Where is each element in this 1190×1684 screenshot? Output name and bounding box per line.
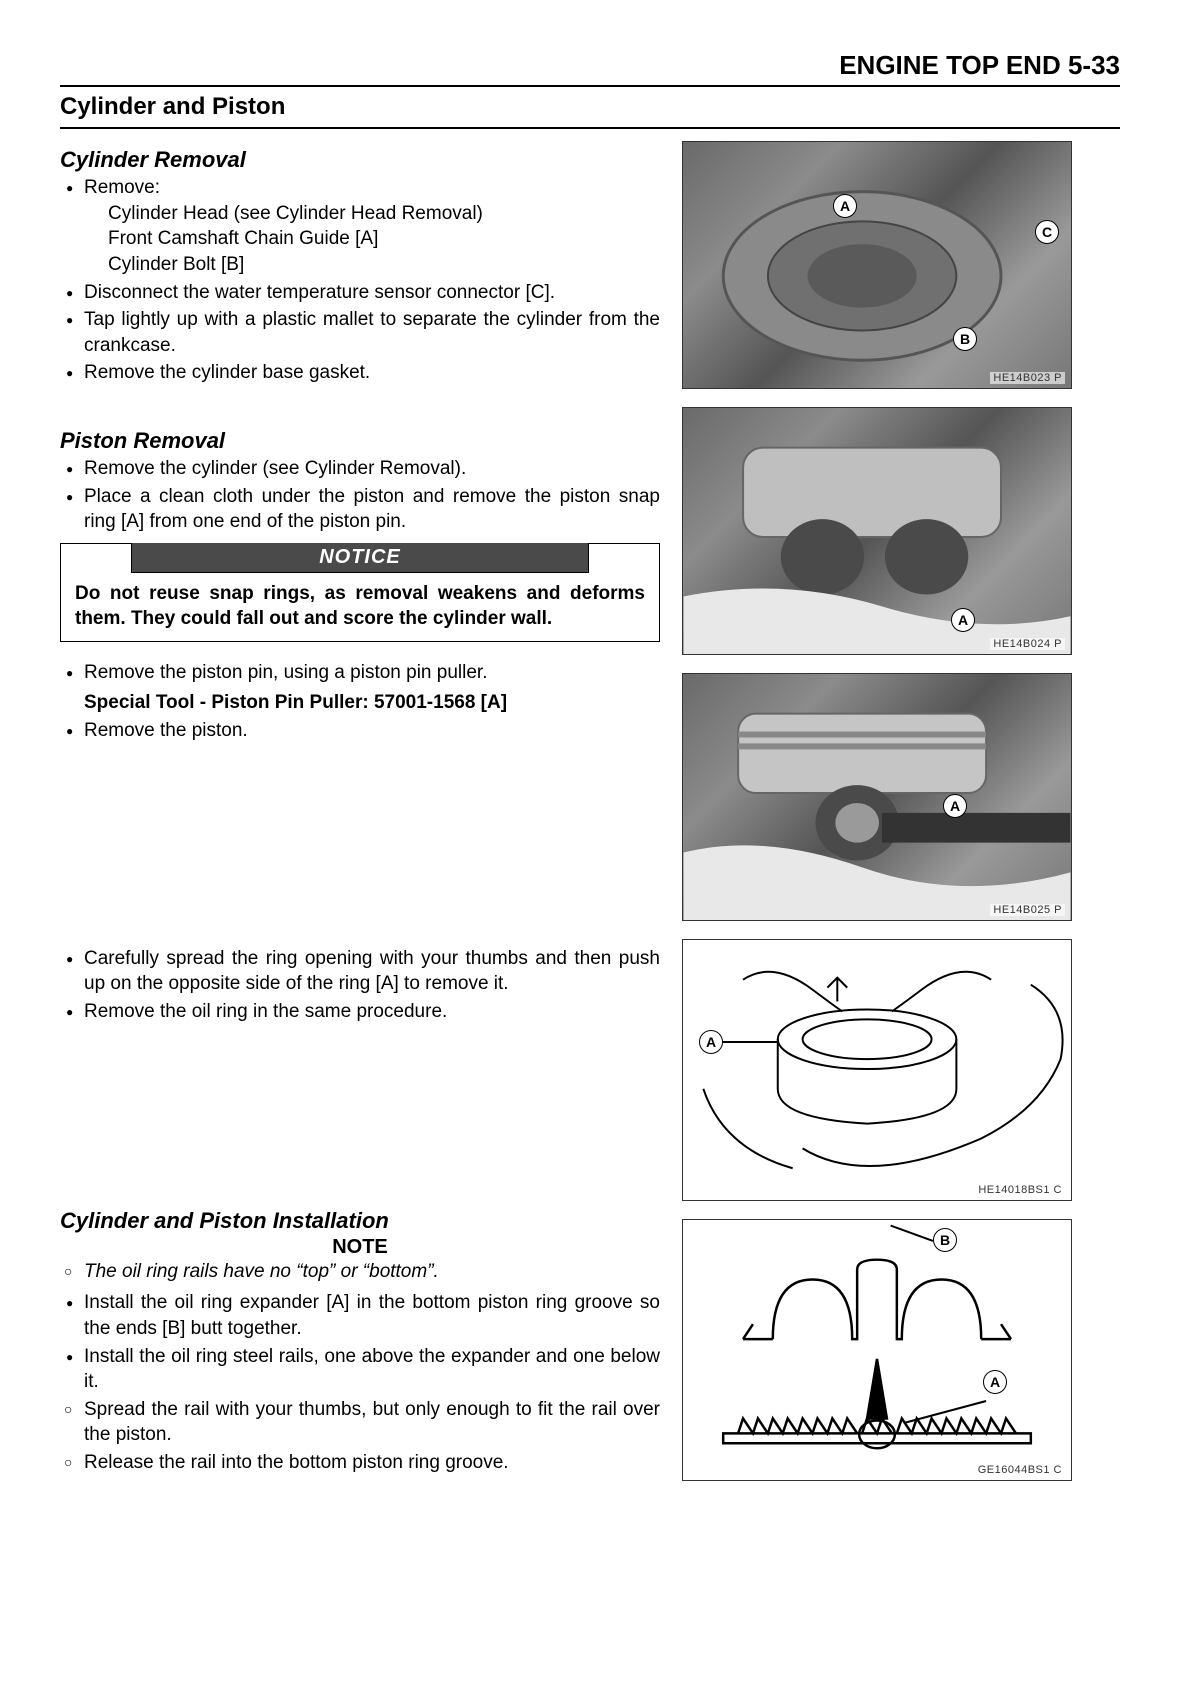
callout-a: A <box>983 1370 1007 1394</box>
figure-1: A B C HE14B023 P <box>682 141 1072 389</box>
remove-label: Remove: <box>84 177 160 198</box>
figure-id: HE14B025 P <box>990 904 1065 916</box>
step: Tap lightly up with a plastic mallet to … <box>60 307 660 358</box>
step: Carefully spread the ring opening with y… <box>60 946 660 997</box>
callout-c: C <box>1035 220 1059 244</box>
figure-id: HE14B024 P <box>990 638 1065 650</box>
special-tool: Special Tool - Piston Pin Puller: 57001-… <box>60 692 660 714</box>
figure-id: GE16044BS1 C <box>975 1464 1065 1476</box>
callout-a: A <box>951 608 975 632</box>
figure-id: HE14B023 P <box>990 372 1065 384</box>
callout-a: A <box>943 794 967 818</box>
callout-a: A <box>699 1030 723 1054</box>
notice-body: Do not reuse snap rings, as removal weak… <box>61 574 659 641</box>
step: Spread the rail with your thumbs, but on… <box>60 1397 660 1448</box>
heading-cylinder-removal: Cylinder Removal <box>60 147 660 173</box>
notice-box: NOTICE Do not reuse snap rings, as remov… <box>60 543 660 642</box>
text-column: Cylinder Removal Remove: Cylinder Head (… <box>60 141 660 1481</box>
step: Remove the piston. <box>60 718 660 744</box>
step: Remove the piston pin, using a piston pi… <box>60 660 660 686</box>
remove-item: Cylinder Head (see Cylinder Head Removal… <box>108 201 660 227</box>
figure-4: A HE14018BS1 C <box>682 939 1072 1201</box>
page-header: ENGINE TOP END 5-33 <box>60 50 1120 87</box>
step: Place a clean cloth under the piston and… <box>60 484 660 535</box>
callout-leader <box>723 1041 778 1043</box>
step: Install the oil ring steel rails, one ab… <box>60 1344 660 1395</box>
figure-3: A HE14B025 P <box>682 673 1072 921</box>
figure-id: HE14018BS1 C <box>975 1184 1065 1196</box>
step: Remove the cylinder base gasket. <box>60 360 660 386</box>
note-title: NOTE <box>60 1236 660 1259</box>
figure-2: A HE14B024 P <box>682 407 1072 655</box>
callout-b: B <box>953 327 977 351</box>
note-line: The oil ring rails have no “top” or “bot… <box>60 1259 660 1285</box>
figure-column: A B C HE14B023 P A HE14B024 P <box>682 141 1072 1481</box>
step-remove: Remove: Cylinder Head (see Cylinder Head… <box>60 175 660 278</box>
figure-5: B A GE16044BS1 C <box>682 1219 1072 1481</box>
heading-piston-removal: Piston Removal <box>60 428 660 454</box>
remove-item: Cylinder Bolt [B] <box>108 252 660 278</box>
step: Remove the oil ring in the same procedur… <box>60 999 660 1025</box>
step: Install the oil ring expander [A] in the… <box>60 1290 660 1341</box>
callout-b: B <box>933 1228 957 1252</box>
step: Release the rail into the bottom piston … <box>60 1450 660 1476</box>
callout-a: A <box>833 194 857 218</box>
remove-item: Front Camshaft Chain Guide [A] <box>108 226 660 252</box>
step: Remove the cylinder (see Cylinder Remova… <box>60 456 660 482</box>
section-title: Cylinder and Piston <box>60 93 1120 129</box>
notice-title: NOTICE <box>131 543 589 573</box>
heading-installation: Cylinder and Piston Installation <box>60 1208 660 1234</box>
step: Disconnect the water temperature sensor … <box>60 280 660 306</box>
